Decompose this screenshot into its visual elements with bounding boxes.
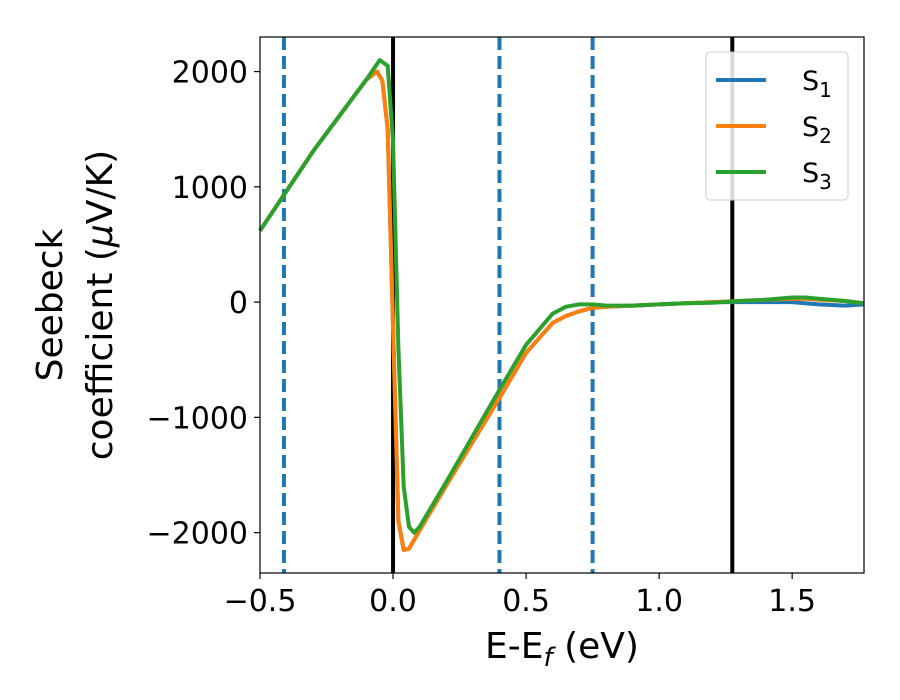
y-axis-title-line1: Seebeck (30, 228, 71, 381)
x-tick-label: 1.5 (768, 584, 816, 619)
y-tick-label: 0 (229, 286, 248, 321)
x-axis-ticks: −0.5 0.0 0.5 1.0 1.5 (224, 573, 816, 619)
x-tick-label: −0.5 (224, 584, 297, 619)
legend-label-S1: S1 (802, 66, 832, 102)
y-axis-title-line2: coefficient (μV/K) (80, 150, 121, 460)
x-axis-title: E-Ef (eV) (485, 626, 639, 673)
x-tick-label: 0.5 (502, 584, 550, 619)
y-tick-label: 2000 (172, 56, 248, 91)
x-tick-label: 1.0 (635, 584, 683, 619)
y-axis-ticks: −2000 −1000 0 1000 2000 (147, 56, 260, 552)
plot-frame (259, 36, 865, 574)
y-axis-title: Seebeck coefficient (μV/K) (30, 150, 121, 460)
x-tick-label: 0.0 (369, 584, 417, 619)
legend-box (705, 51, 849, 201)
series-line-S3 (258, 58, 865, 535)
y-tick-label: −1000 (147, 401, 248, 436)
y-tick-label: −2000 (147, 517, 248, 552)
legend-label-S2: S2 (802, 112, 832, 148)
legend: S1 S2 S3 (705, 51, 849, 201)
y-tick-label: 1000 (172, 171, 248, 206)
legend-label-S3: S3 (802, 158, 832, 194)
series-lines (258, 58, 865, 552)
